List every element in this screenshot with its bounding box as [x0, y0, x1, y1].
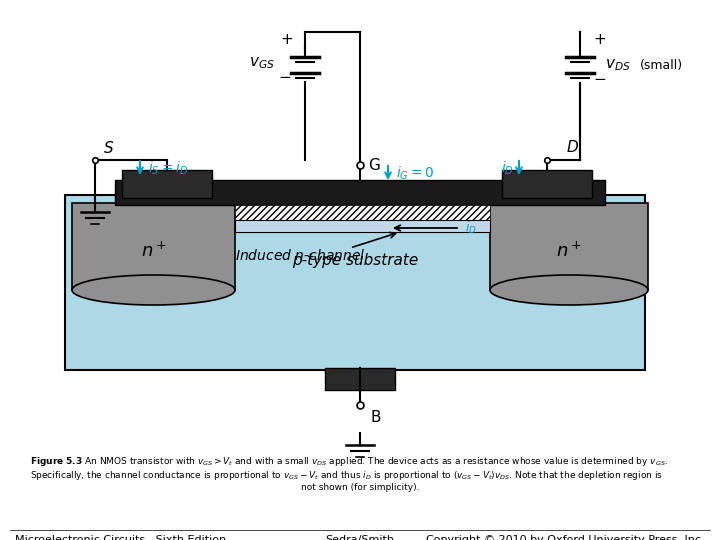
Text: $i_D$: $i_D$: [501, 159, 514, 177]
Text: $i_G = 0$: $i_G = 0$: [396, 164, 435, 181]
Text: (small): (small): [640, 58, 683, 71]
Text: $\mathbf{Figure\ 5.3}$ An NMOS transistor with $v_{GS} > V_t$ and with a small $: $\mathbf{Figure\ 5.3}$ An NMOS transisto…: [30, 455, 668, 468]
Text: $n^+$: $n^+$: [140, 242, 166, 261]
Bar: [65, 195, 645, 370]
Text: D: D: [566, 140, 578, 156]
Text: $-$: $-$: [593, 70, 606, 84]
Text: +: +: [593, 32, 606, 48]
Text: $v_{DS}$: $v_{DS}$: [605, 57, 631, 73]
Bar: [235, 220, 490, 232]
Text: Microelectronic Circuits,  Sixth Edition: Microelectronic Circuits, Sixth Edition: [15, 535, 226, 540]
Bar: [235, 205, 490, 220]
Bar: [325, 368, 395, 390]
Text: $S$: $S$: [103, 140, 114, 156]
Text: $i_S = i_D$: $i_S = i_D$: [148, 159, 189, 177]
Bar: [502, 170, 592, 198]
Bar: [115, 180, 605, 205]
Text: Sedra/Smith: Sedra/Smith: [325, 535, 395, 540]
Text: Copyright © 2010 by Oxford University Press, Inc.: Copyright © 2010 by Oxford University Pr…: [426, 535, 705, 540]
Text: $-$: $-$: [279, 68, 292, 83]
Text: +: +: [281, 32, 293, 48]
Text: p-type substrate: p-type substrate: [292, 253, 418, 267]
Text: not shown (for simplicity).: not shown (for simplicity).: [301, 483, 419, 492]
Text: G: G: [368, 158, 380, 172]
Text: $v_{GS}$: $v_{GS}$: [249, 55, 275, 71]
Text: $n^+$: $n^+$: [556, 242, 582, 261]
Text: $i_D$: $i_D$: [465, 220, 477, 236]
Bar: [490, 203, 648, 290]
Bar: [122, 170, 212, 198]
Ellipse shape: [490, 275, 648, 305]
Text: Induced $n$-channel: Induced $n$-channel: [235, 247, 365, 262]
Text: B: B: [370, 409, 380, 424]
Ellipse shape: [72, 275, 235, 305]
Bar: [72, 203, 235, 290]
Text: Specifically, the channel conductance is proportional to $v_{GS} - V_t$ and thus: Specifically, the channel conductance is…: [30, 469, 663, 482]
